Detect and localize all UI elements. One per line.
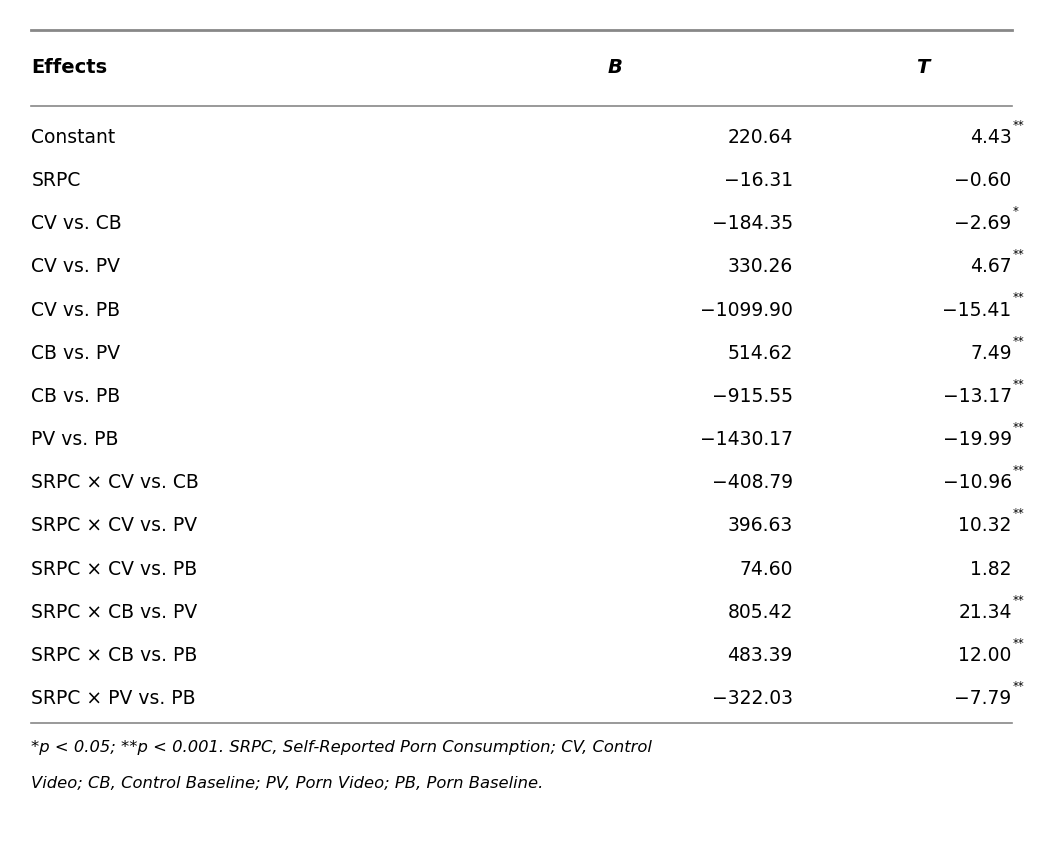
Text: PV vs. PB: PV vs. PB: [31, 430, 119, 449]
Text: *: *: [1013, 205, 1019, 218]
Text: T: T: [917, 58, 929, 77]
Text: −7.79: −7.79: [954, 689, 1012, 708]
Text: **: **: [1013, 291, 1024, 304]
Text: CV vs. CB: CV vs. CB: [31, 214, 122, 233]
Text: SRPC × CV vs. PB: SRPC × CV vs. PB: [31, 560, 197, 579]
Text: **: **: [1013, 464, 1024, 477]
Text: Video; CB, Control Baseline; PV, Porn Video; PB, Porn Baseline.: Video; CB, Control Baseline; PV, Porn Vi…: [31, 776, 543, 791]
Text: CV vs. PV: CV vs. PV: [31, 257, 120, 276]
Text: −1099.90: −1099.90: [700, 301, 793, 319]
Text: **: **: [1013, 421, 1024, 434]
Text: 330.26: 330.26: [727, 257, 793, 276]
Text: **: **: [1013, 594, 1024, 606]
Text: 805.42: 805.42: [727, 603, 793, 622]
Text: 21.34: 21.34: [959, 603, 1012, 622]
Text: SRPC × CB vs. PV: SRPC × CB vs. PV: [31, 603, 197, 622]
Text: 514.62: 514.62: [727, 344, 793, 363]
Text: **: **: [1013, 335, 1024, 347]
Text: B: B: [608, 58, 623, 77]
Text: CB vs. PB: CB vs. PB: [31, 387, 121, 406]
Text: −1430.17: −1430.17: [700, 430, 793, 449]
Text: 483.39: 483.39: [727, 646, 793, 665]
Text: **: **: [1013, 378, 1024, 390]
Text: SRPC: SRPC: [31, 171, 80, 190]
Text: 12.00: 12.00: [959, 646, 1012, 665]
Text: 4.67: 4.67: [970, 257, 1012, 276]
Text: **: **: [1013, 680, 1024, 693]
Text: **: **: [1013, 248, 1024, 261]
Text: **: **: [1013, 637, 1024, 650]
Text: SRPC × CB vs. PB: SRPC × CB vs. PB: [31, 646, 198, 665]
Text: 4.43: 4.43: [970, 128, 1012, 147]
Text: −15.41: −15.41: [943, 301, 1012, 319]
Text: SRPC × CV vs. PV: SRPC × CV vs. PV: [31, 517, 197, 535]
Text: **: **: [1013, 507, 1024, 520]
Text: −915.55: −915.55: [711, 387, 793, 406]
Text: −19.99: −19.99: [943, 430, 1012, 449]
Text: CB vs. PV: CB vs. PV: [31, 344, 120, 363]
Text: 1.82: 1.82: [970, 560, 1012, 579]
Text: Constant: Constant: [31, 128, 116, 147]
Text: **: **: [1013, 119, 1024, 131]
Text: −10.96: −10.96: [943, 473, 1012, 492]
Text: 74.60: 74.60: [739, 560, 793, 579]
Text: −2.69: −2.69: [954, 214, 1012, 233]
Text: 396.63: 396.63: [727, 517, 793, 535]
Text: SRPC × PV vs. PB: SRPC × PV vs. PB: [31, 689, 196, 708]
Text: −13.17: −13.17: [943, 387, 1012, 406]
Text: 7.49: 7.49: [970, 344, 1012, 363]
Text: SRPC × CV vs. CB: SRPC × CV vs. CB: [31, 473, 199, 492]
Text: −184.35: −184.35: [711, 214, 793, 233]
Text: Effects: Effects: [31, 58, 107, 77]
Text: −322.03: −322.03: [711, 689, 793, 708]
Text: CV vs. PB: CV vs. PB: [31, 301, 120, 319]
Text: *p < 0.05; **p < 0.001. SRPC, Self-Reported Porn Consumption; CV, Control: *p < 0.05; **p < 0.001. SRPC, Self-Repor…: [31, 740, 652, 756]
Text: −408.79: −408.79: [711, 473, 793, 492]
Text: −16.31: −16.31: [724, 171, 793, 190]
Text: 10.32: 10.32: [959, 517, 1012, 535]
Text: 220.64: 220.64: [727, 128, 793, 147]
Text: −0.60: −0.60: [954, 171, 1012, 190]
